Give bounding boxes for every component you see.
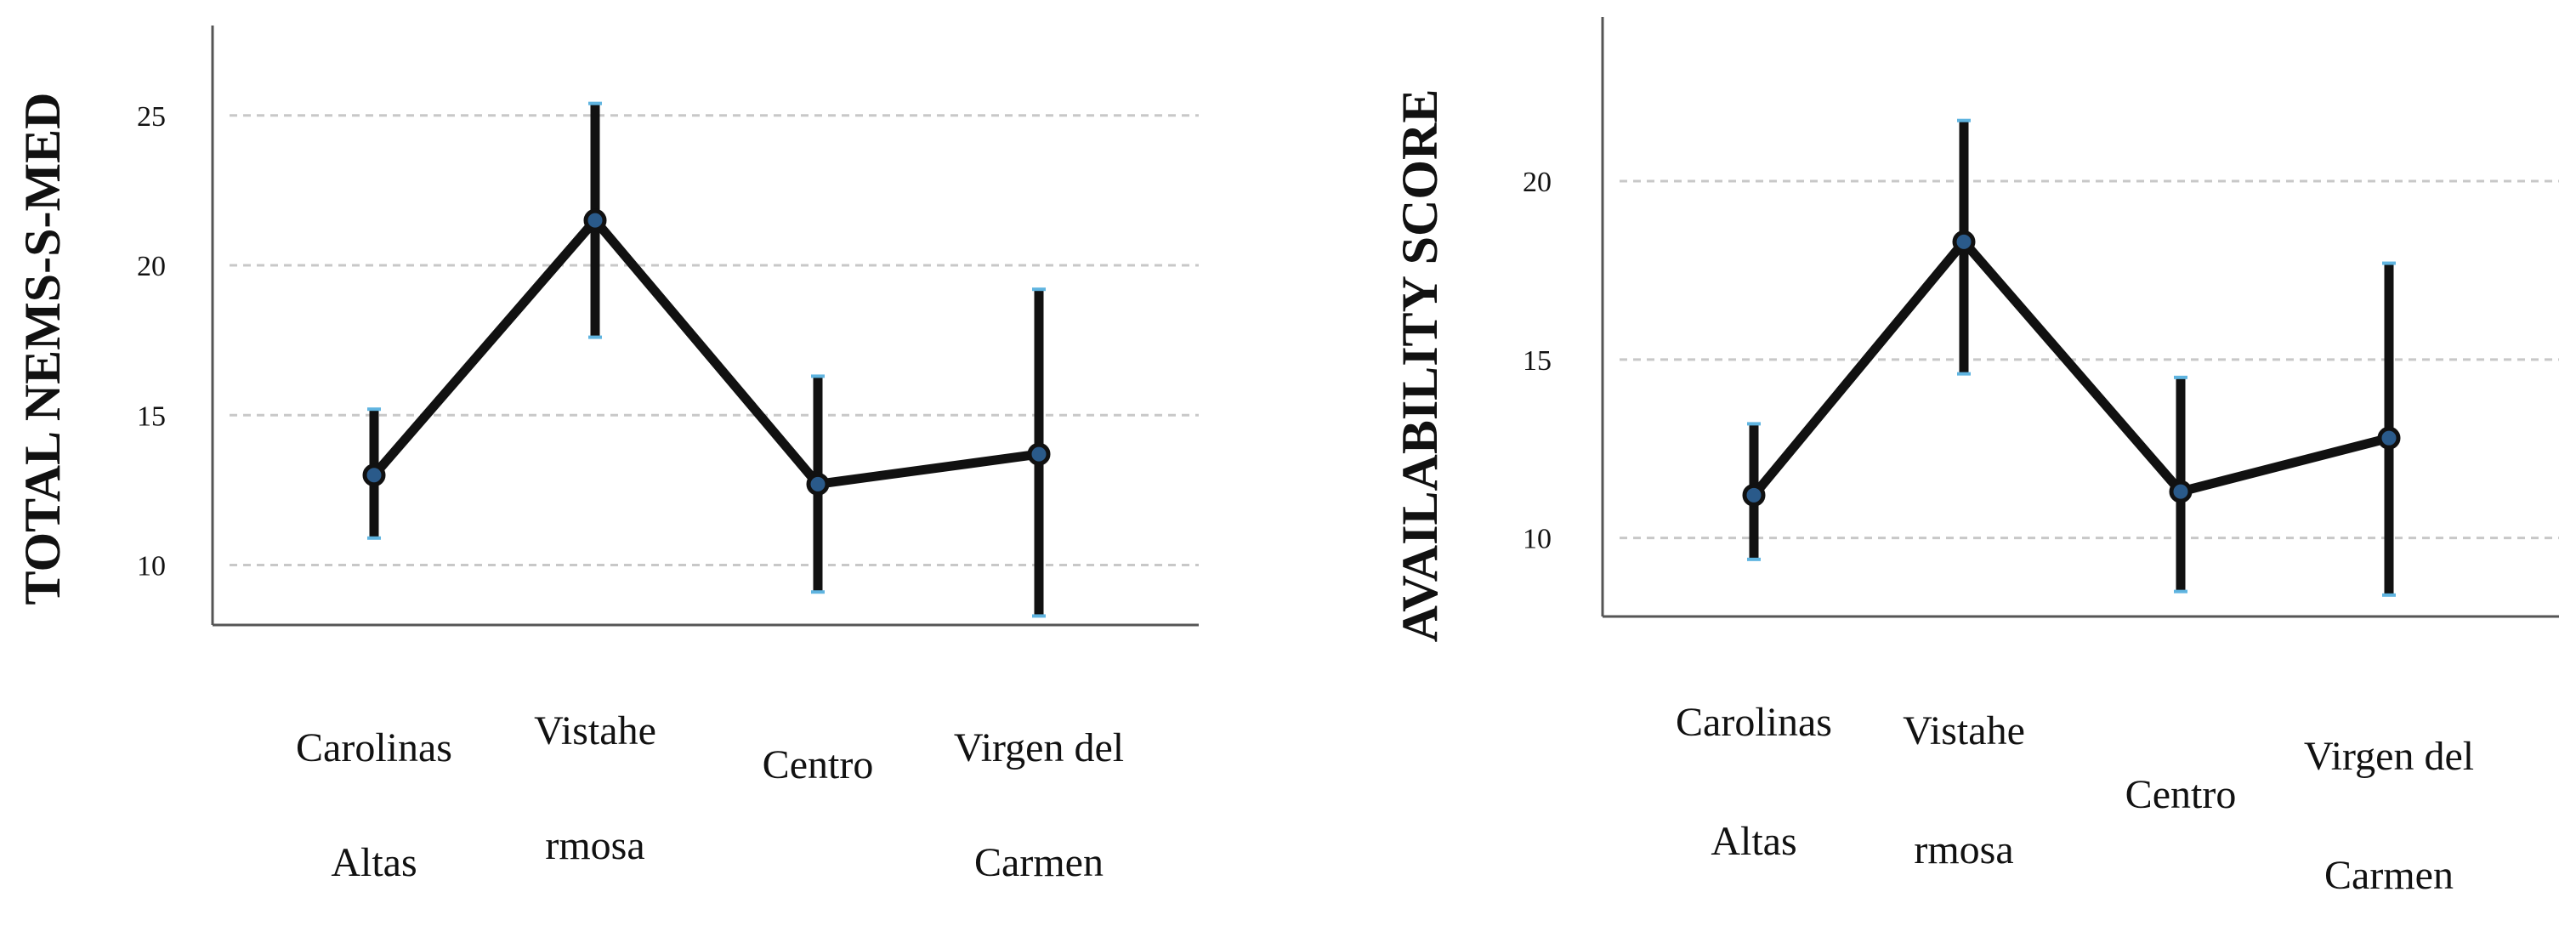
data-point (2169, 480, 2193, 503)
chart-total-nems-s-med: 10 15 20 25 Carolinas Altas Vistahe rmosa Centro… (14, 26, 1199, 885)
series-line (370, 215, 1040, 489)
data-point (1952, 230, 1976, 253)
x-tick-label: Carolinas (296, 725, 452, 770)
x-tick-label: Vistahe (1903, 708, 2025, 753)
x-tick-label: Virgen del (954, 725, 1124, 770)
y-axis-label: TOTAL NEMS-S-MED (14, 93, 71, 605)
data-point (362, 463, 386, 487)
y-tick-label: 15 (1523, 345, 1552, 377)
data-point (583, 208, 607, 232)
y-tick-label: 25 (137, 101, 166, 133)
x-tick-label: Carmen (974, 840, 1104, 885)
x-tick-label: Virgen del (2304, 734, 2474, 779)
y-tick-label: 15 (137, 401, 166, 432)
x-tick-label: Altas (1711, 819, 1796, 864)
y-tick-label: 10 (1523, 524, 1552, 555)
y-tick-label: 20 (137, 251, 166, 282)
x-tick-label: Carolinas (1676, 700, 1832, 745)
x-tick-label: Carmen (2324, 853, 2454, 898)
x-tick-label: rmosa (1914, 827, 2013, 872)
data-point (1742, 483, 1766, 507)
x-tick-label: Centro (763, 742, 874, 787)
x-tick-label: Vistahe (534, 708, 656, 753)
y-axis-label: AVAILABILITY SCORE (1392, 89, 1448, 643)
x-tick-label: Centro (2125, 772, 2237, 817)
data-point (2377, 426, 2401, 450)
series-line (1750, 236, 2391, 498)
y-tick-label: 10 (137, 551, 166, 582)
x-tick-label: Altas (331, 840, 417, 885)
data-point (806, 472, 830, 496)
chart-availability-score: 10 15 20 Carolinas Altas Vistahe rmosa Centro Vi… (1392, 17, 2559, 898)
data-point (1027, 442, 1051, 466)
y-tick-label: 20 (1523, 167, 1552, 198)
x-tick-label: rmosa (545, 823, 644, 868)
